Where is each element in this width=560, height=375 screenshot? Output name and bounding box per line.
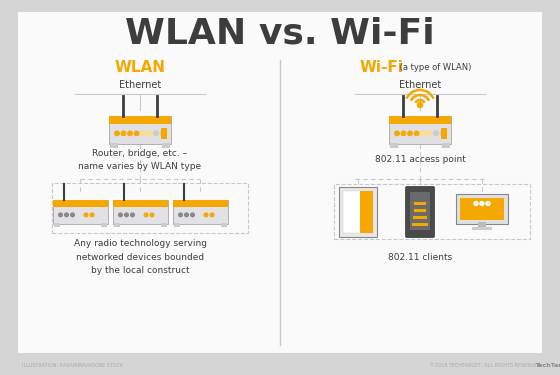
Bar (109, 116, 171, 144)
Text: Router, bridge, etc. –
name varies by WLAN type: Router, bridge, etc. – name varies by WL… (78, 149, 202, 171)
Circle shape (119, 213, 122, 217)
Bar (414, 202, 426, 205)
Text: Ethernet: Ethernet (119, 80, 161, 90)
Circle shape (141, 131, 145, 135)
Bar (221, 223, 226, 227)
Circle shape (210, 213, 214, 217)
Circle shape (130, 213, 134, 217)
FancyBboxPatch shape (405, 186, 435, 237)
Circle shape (474, 201, 478, 206)
Bar (472, 227, 492, 230)
Bar (343, 191, 373, 233)
Circle shape (128, 131, 132, 135)
Circle shape (427, 131, 432, 135)
Bar (100, 223, 106, 227)
Circle shape (421, 131, 425, 135)
Circle shape (154, 131, 158, 135)
Circle shape (65, 213, 68, 217)
Text: WLAN vs. Wi-Fi: WLAN vs. Wi-Fi (125, 16, 435, 50)
Text: Ethernet: Ethernet (399, 80, 441, 90)
Text: WLAN: WLAN (114, 60, 166, 75)
Circle shape (134, 131, 139, 135)
Bar (172, 200, 227, 224)
Bar (413, 216, 427, 219)
Text: TechTarget: TechTarget (535, 363, 560, 368)
Bar (389, 116, 451, 144)
Text: Wi-Fi: Wi-Fi (360, 60, 404, 75)
Circle shape (125, 213, 128, 217)
Bar (110, 143, 118, 148)
Bar (174, 223, 180, 227)
Circle shape (144, 213, 148, 217)
Bar (113, 200, 167, 224)
Bar (339, 187, 377, 237)
Circle shape (160, 131, 165, 135)
Circle shape (418, 102, 422, 108)
Circle shape (84, 213, 88, 217)
Bar (161, 223, 166, 227)
Bar (478, 222, 486, 228)
Circle shape (185, 213, 188, 217)
Circle shape (486, 201, 490, 206)
Bar (456, 194, 508, 224)
Circle shape (179, 213, 183, 217)
Text: 802.11 clients: 802.11 clients (388, 252, 452, 261)
Circle shape (434, 131, 438, 135)
Bar (114, 223, 119, 227)
Bar (412, 223, 428, 226)
Bar (113, 200, 167, 207)
Bar (162, 143, 170, 148)
Bar (442, 143, 450, 148)
Bar (161, 128, 167, 139)
Circle shape (402, 131, 405, 135)
Circle shape (147, 131, 152, 135)
Circle shape (414, 131, 419, 135)
Text: 802.11 access point: 802.11 access point (375, 156, 465, 165)
Bar (53, 200, 108, 224)
Circle shape (122, 131, 125, 135)
Circle shape (408, 131, 412, 135)
Text: Any radio technology serving
networked devices bounded
by the local construct: Any radio technology serving networked d… (73, 239, 207, 275)
Text: ©2018 TECHTARGET, ALL RIGHTS RESERVED: ©2018 TECHTARGET, ALL RIGHTS RESERVED (430, 363, 541, 368)
Circle shape (191, 213, 194, 217)
Bar (109, 116, 171, 124)
Circle shape (395, 131, 399, 135)
Bar (390, 143, 398, 148)
Circle shape (115, 131, 119, 135)
Bar (441, 128, 447, 139)
Circle shape (480, 201, 484, 206)
Circle shape (440, 131, 445, 135)
Bar (172, 200, 227, 207)
Text: (a type of WLAN): (a type of WLAN) (397, 63, 472, 72)
Bar (53, 200, 108, 207)
Circle shape (59, 213, 62, 217)
Bar (360, 191, 373, 233)
Bar (414, 209, 426, 212)
Circle shape (150, 213, 154, 217)
Bar (54, 223, 59, 227)
Circle shape (204, 213, 208, 217)
Circle shape (71, 213, 74, 217)
Text: ILLUSTRATION: KASAIRINA/ADOBE STOCK: ILLUSTRATION: KASAIRINA/ADOBE STOCK (22, 363, 123, 368)
Bar (460, 198, 504, 220)
Circle shape (90, 213, 94, 217)
Bar (389, 116, 451, 124)
Bar (410, 192, 430, 230)
